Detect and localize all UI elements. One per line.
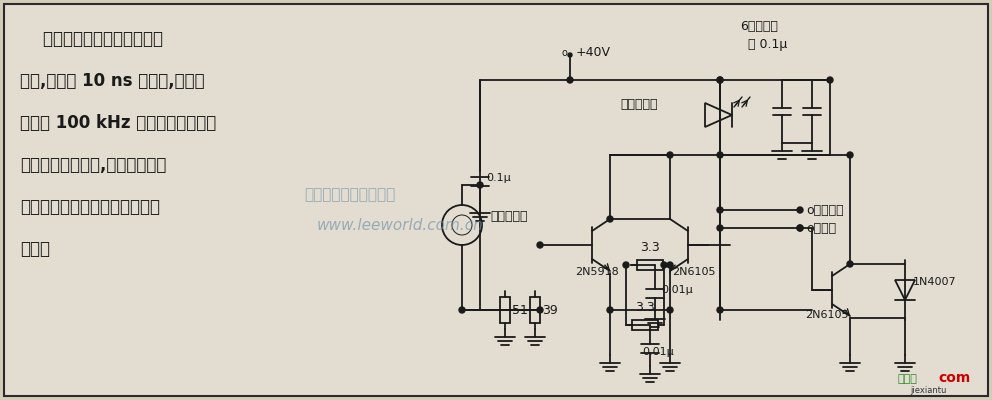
Text: 51: 51 <box>512 304 528 316</box>
Text: 2N6105: 2N6105 <box>672 267 715 277</box>
Text: 器上。: 器上。 <box>20 240 50 258</box>
Circle shape <box>567 77 573 83</box>
Circle shape <box>667 152 673 158</box>
Circle shape <box>827 77 833 83</box>
Bar <box>530 297 540 323</box>
Circle shape <box>537 307 543 313</box>
Text: 3.3: 3.3 <box>640 241 660 254</box>
Text: 束或者单根光纤直接耦合到激光: 束或者单根光纤直接耦合到激光 <box>20 198 160 216</box>
Text: 0.1μ: 0.1μ <box>486 173 511 183</box>
Circle shape <box>607 216 613 222</box>
Text: 开关,可得到 10 ns 的脉冲,重复频: 开关,可得到 10 ns 的脉冲,重复频 <box>20 72 204 90</box>
Circle shape <box>442 205 482 245</box>
Text: o脉冲电流: o脉冲电流 <box>806 204 843 216</box>
Text: 在光纤通信系统中,其中光导纤维: 在光纤通信系统中,其中光导纤维 <box>20 156 167 174</box>
Circle shape <box>607 307 613 313</box>
Text: jiexiantu: jiexiantu <box>910 386 946 395</box>
Circle shape <box>717 77 723 83</box>
Text: 率可在 100 kHz 以上。本电路使用: 率可在 100 kHz 以上。本电路使用 <box>20 114 216 132</box>
Polygon shape <box>895 280 915 300</box>
Text: 0.01μ: 0.01μ <box>661 285 692 295</box>
Text: 本电路利用激光二极管作为: 本电路利用激光二极管作为 <box>20 30 163 48</box>
Bar <box>632 320 658 330</box>
Circle shape <box>661 262 667 268</box>
Text: www.leeworld.com.cn: www.leeworld.com.cn <box>316 218 483 232</box>
Bar <box>500 297 510 323</box>
Circle shape <box>537 242 543 248</box>
Circle shape <box>623 262 629 268</box>
Circle shape <box>717 207 723 213</box>
Text: 脉冲发生器: 脉冲发生器 <box>490 210 528 223</box>
Text: 1N4007: 1N4007 <box>913 277 956 287</box>
Circle shape <box>847 261 853 267</box>
Circle shape <box>459 307 465 313</box>
Text: com: com <box>938 371 970 385</box>
Text: 2N6105: 2N6105 <box>805 310 848 320</box>
Circle shape <box>717 307 723 313</box>
Text: 杭州洛客科技有限公司: 杭州洛客科技有限公司 <box>305 188 396 202</box>
Text: 0.01μ: 0.01μ <box>642 347 674 357</box>
Text: 3.3: 3.3 <box>635 301 655 314</box>
Text: 2N5918: 2N5918 <box>575 267 619 277</box>
Text: 39: 39 <box>542 304 558 316</box>
Bar <box>637 260 663 270</box>
Text: 6只电容器: 6只电容器 <box>740 20 778 33</box>
Circle shape <box>847 152 853 158</box>
Circle shape <box>797 225 803 231</box>
Circle shape <box>797 207 803 213</box>
Circle shape <box>667 262 673 268</box>
Circle shape <box>667 307 673 313</box>
Circle shape <box>717 225 723 231</box>
Circle shape <box>568 53 572 57</box>
Text: +40V: +40V <box>576 46 611 60</box>
Polygon shape <box>705 103 732 127</box>
Text: 激光二极管: 激光二极管 <box>620 98 658 111</box>
Circle shape <box>477 182 483 188</box>
Circle shape <box>717 152 723 158</box>
Text: o监视器: o监视器 <box>806 222 836 234</box>
Circle shape <box>797 225 803 231</box>
Text: 各 0.1μ: 各 0.1μ <box>748 38 788 51</box>
Text: o: o <box>562 48 567 58</box>
Text: 接线图: 接线图 <box>898 374 918 384</box>
Circle shape <box>717 77 723 83</box>
